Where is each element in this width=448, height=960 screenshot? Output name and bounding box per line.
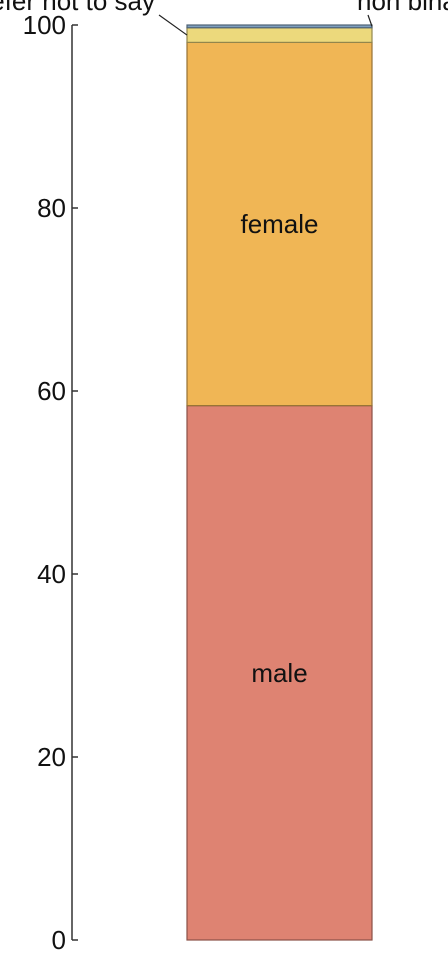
callout-line-non-binary (367, 14, 373, 27)
bar-segment-female (186, 41, 373, 407)
bar-segment-prefer-not-to-say (186, 27, 373, 43)
callout-label-prefer-not-to-say: prefer not to say (0, 0, 155, 16)
y-tick-label: 60 (37, 376, 66, 406)
y-tick-label: 80 (37, 193, 66, 223)
y-tick-label: 100 (23, 10, 66, 40)
callout-label-non-binary: non binary (357, 0, 448, 16)
y-tick-label: 40 (37, 559, 66, 589)
y-tick-label: 20 (37, 742, 66, 772)
segment-label-male: male (251, 658, 307, 688)
segment-labels: male female prefer not to say non binary (0, 0, 448, 688)
y-axis: 0 20 40 60 80 100 (23, 10, 78, 955)
y-tick-label: 0 (52, 925, 66, 955)
bar-segments (186, 24, 373, 941)
callout-line-prefer-not-to-say (158, 14, 188, 36)
segment-label-female: female (240, 209, 318, 239)
bar-segment-non-binary (186, 24, 373, 29)
